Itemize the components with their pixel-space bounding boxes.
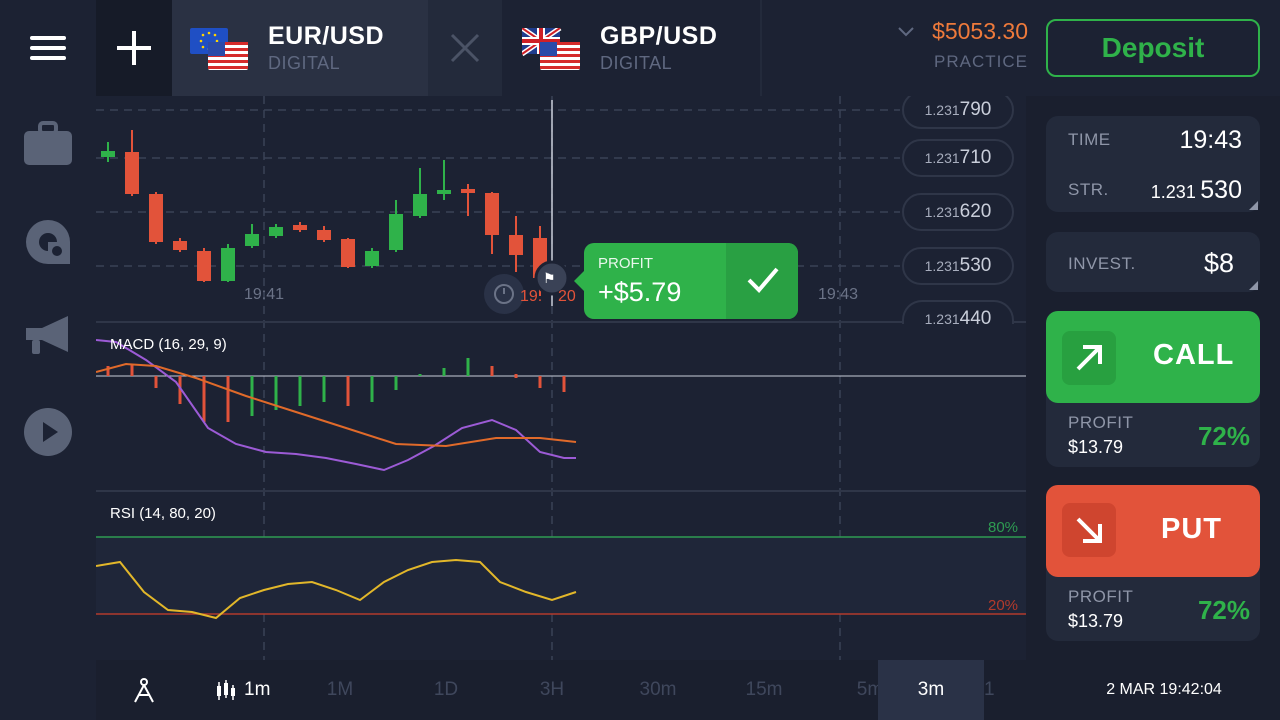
call-percent: 72% [1197, 421, 1250, 451]
rsi-upper-level: 80% [988, 519, 1019, 536]
balance-amount: $5053.30 [932, 18, 1028, 44]
put-percent: 72% [1197, 595, 1250, 625]
profit-popup[interactable]: PROFIT +$5.79 [574, 243, 798, 319]
profit-popup-value: +$5.79 [598, 277, 682, 307]
put-profit-value: $13.79 [1068, 611, 1124, 631]
arrow-up-right-icon [1062, 331, 1116, 385]
price-level: 1.231710 [902, 139, 1014, 177]
chevron-down-icon [898, 27, 914, 37]
time-label-2-suffix: 20 [558, 288, 576, 305]
current-datetime: 2 MAR 19:42:04 [1106, 681, 1222, 698]
tab-gbpusd-symbol: GBP/USD [600, 22, 718, 50]
chart-interval: 1m [244, 679, 271, 700]
candlestick-icon [217, 680, 235, 700]
call-profit-label: PROFIT [1068, 413, 1134, 432]
price-chart[interactable]: 19:41 19: 20 19:43 ⚑ 1.231790 1.231710 1… [96, 96, 1026, 660]
price-level: 1.231440 [902, 300, 1014, 329]
time-label-3: 19:43 [818, 286, 859, 303]
time-label-1: 19:41 [244, 286, 285, 303]
bottom-toolbar: 1m 1M 1D 3H 30m 15m 5m 3m 1m 2 MAR 19:42… [96, 660, 1280, 720]
timeframe-1M[interactable]: 1M [326, 679, 354, 700]
strike-label: STR. [1068, 180, 1109, 199]
timeframe-1D[interactable]: 1D [433, 679, 459, 700]
timeframe-3m[interactable]: 3m [878, 660, 984, 720]
balance-selector[interactable]: $5053.30 PRACTICE [896, 18, 1028, 82]
profit-popup-label: PROFIT [598, 255, 653, 272]
close-icon [450, 33, 480, 63]
megaphone-icon[interactable] [24, 312, 72, 360]
chart-type-button[interactable]: 1m [214, 660, 274, 720]
close-tab-button[interactable] [428, 0, 502, 96]
confirm-check [726, 243, 798, 319]
timeframe-3H[interactable]: 3H [539, 679, 565, 700]
macd-histogram [106, 358, 566, 422]
macd-line [96, 339, 576, 472]
put-card: PUT PROFIT $13.79 72% [1046, 485, 1260, 641]
eur-usd-flag-icon [190, 28, 248, 70]
menu-icon[interactable] [24, 24, 72, 72]
plus-icon [117, 31, 151, 65]
invest-card[interactable]: INVEST. $8 [1046, 232, 1260, 292]
tab-eurusd-kind: DIGITAL [268, 53, 341, 73]
timeframe-15m[interactable]: 15m [745, 679, 783, 700]
timeframe-30m[interactable]: 30m [639, 679, 677, 700]
macd-signal-line [96, 362, 577, 448]
tab-gbpusd-kind: DIGITAL [600, 53, 673, 73]
macd-label: MACD (16, 29, 9) [110, 336, 227, 353]
expiry-strike-card[interactable]: TIME 19:43 STR. 1.231 530 [1046, 116, 1260, 212]
deposit-button[interactable]: Deposit [1046, 19, 1260, 77]
expiry-time: 19:43 [1179, 126, 1242, 154]
gbp-usd-flag-icon [522, 28, 580, 70]
time-label-2-prefix: 19: [520, 288, 543, 305]
checkmark-icon [747, 267, 779, 293]
put-button[interactable]: PUT [1046, 485, 1260, 577]
call-profit-value: $13.79 [1068, 437, 1124, 457]
put-profit-label: PROFIT [1068, 587, 1134, 606]
asset-tabs-bar: EUR/USD DIGITAL GBP/USD DIGITAL $5053.30… [96, 0, 1280, 96]
popup-pointer [574, 269, 586, 293]
put-label: PUT [1161, 513, 1222, 545]
arrow-down-right-icon [1062, 503, 1116, 557]
timeframe-1m[interactable]: 1m [984, 679, 994, 700]
price-level: 1.231620 [902, 193, 1014, 231]
timeframe-5m[interactable]: 5m [856, 679, 884, 700]
trade-panel: TIME 19:43 STR. 1.231 530 INVEST. $8 CAL… [1026, 96, 1280, 660]
add-asset-button[interactable] [96, 0, 172, 96]
tab-eurusd-symbol: EUR/USD [268, 22, 385, 50]
price-level: 1.231530 [902, 247, 1014, 285]
invest-amount: $8 [1203, 248, 1234, 278]
price-level: 1.231790 [902, 96, 1014, 129]
account-mode: PRACTICE [934, 52, 1028, 71]
corner-expand-icon [1249, 281, 1258, 290]
chart-canvas [96, 96, 1026, 660]
play-video-icon[interactable] [24, 408, 72, 456]
time-label: TIME [1068, 130, 1111, 149]
tab-divider [760, 0, 762, 96]
tab-eurusd[interactable]: EUR/USD DIGITAL [172, 0, 428, 96]
rsi-line [96, 558, 577, 620]
rsi-lower-level: 20% [988, 597, 1019, 614]
call-card: CALL PROFIT $13.79 72% [1046, 311, 1260, 467]
portfolio-icon[interactable] [24, 120, 72, 168]
strike-price: 1.231 530 [1150, 176, 1242, 204]
chat-support-icon[interactable] [24, 218, 72, 266]
left-sidebar [0, 0, 96, 720]
invest-label: INVEST. [1068, 254, 1136, 273]
tab-gbpusd[interactable]: GBP/USD DIGITAL [504, 0, 760, 96]
candles [101, 130, 547, 296]
finish-flag-icon: ⚑ [543, 270, 556, 286]
call-label: CALL [1153, 339, 1235, 371]
corner-expand-icon [1249, 201, 1258, 210]
drawing-tools-icon[interactable] [132, 676, 156, 709]
call-button[interactable]: CALL [1046, 311, 1260, 403]
rsi-label: RSI (14, 80, 20) [110, 505, 216, 522]
